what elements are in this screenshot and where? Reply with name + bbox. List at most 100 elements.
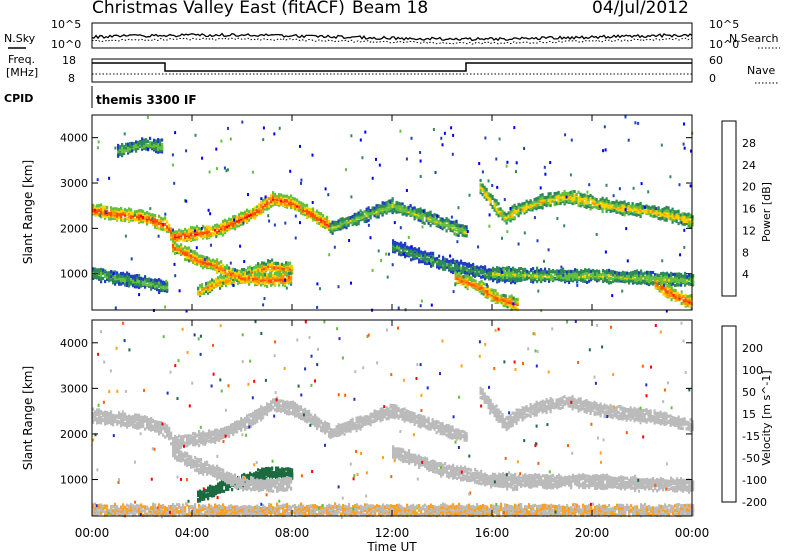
heatmap-cell: [601, 201, 604, 205]
heatmap-cell: [416, 254, 419, 258]
heatmap-cell: [262, 208, 265, 212]
heatmap-cell: [102, 276, 105, 281]
heatmap-cell: [277, 265, 280, 269]
heatmap-cell: [504, 276, 507, 280]
heatmap-cell: [542, 278, 545, 282]
heatmap-cell: [647, 211, 650, 215]
heatmap-cell: [194, 237, 197, 241]
heatmap-cell: [572, 276, 575, 280]
heatmap-cell: [510, 276, 513, 280]
heatmap-cell: [392, 246, 395, 250]
heatmap-cell: [546, 270, 549, 274]
heatmap-cell: [491, 204, 494, 209]
heatmap-cell: [137, 142, 140, 147]
scatter-cell: [519, 271, 522, 275]
heatmap-cell: [484, 289, 487, 293]
heatmap-cell: [398, 242, 401, 246]
heatmap-cell: [199, 291, 202, 295]
heatmap-cell: [677, 222, 680, 226]
heatmap-cell: [458, 266, 461, 270]
heatmap-cell: [430, 251, 433, 255]
heatmap-cell: [259, 263, 262, 267]
heatmap-cell: [455, 233, 458, 237]
heatmap-cell: [462, 266, 465, 270]
heatmap-cell: [271, 266, 274, 270]
heatmap-cell: [160, 220, 163, 224]
heatmap-cell: [407, 209, 410, 214]
heatmap-cell: [135, 143, 138, 147]
heatmap-cell: [677, 211, 680, 216]
heatmap-cell: [104, 216, 107, 220]
heatmap-cell: [269, 268, 272, 273]
heatmap-cell: [314, 211, 317, 215]
heatmap-cell: [577, 202, 580, 207]
heatmap-cell: [559, 193, 562, 197]
heatmap-cell: [581, 197, 584, 201]
heatmap-cell: [514, 300, 517, 304]
heatmap-cell: [145, 143, 148, 147]
heatmap-cell: [211, 286, 214, 290]
heatmap-cell: [220, 223, 223, 227]
heatmap-cell: [188, 248, 191, 252]
heatmap-cell: [186, 231, 189, 235]
heatmap-cell: [152, 278, 155, 283]
heatmap-cell: [219, 286, 222, 290]
heatmap-cell: [118, 212, 121, 216]
heatmap-cell: [186, 251, 189, 255]
heatmap-cell: [604, 276, 607, 280]
heatmap-cell: [476, 287, 479, 291]
heatmap-cell: [478, 266, 481, 270]
heatmap-cell: [385, 209, 388, 213]
heatmap-cell: [593, 199, 596, 203]
heatmap-cell: [611, 204, 614, 208]
heatmap-cell: [480, 270, 483, 275]
heatmap-cell: [484, 283, 487, 287]
heatmap-cell: [204, 260, 207, 264]
heatmap-cell: [495, 202, 498, 206]
heatmap-cell: [190, 231, 193, 235]
heatmap-cell: [588, 275, 591, 279]
power-band-4: [329, 197, 468, 238]
heatmap-cell: [626, 273, 629, 278]
heatmap-cell: [684, 277, 687, 281]
heatmap-cell: [579, 196, 582, 200]
heatmap-cell: [418, 247, 421, 251]
heatmap-cell: [652, 270, 655, 275]
heatmap-cell: [581, 193, 584, 197]
heatmap-cell: [261, 261, 264, 265]
heatmap-cell: [576, 268, 579, 272]
heatmap-cell: [528, 275, 531, 280]
heatmap-cell: [676, 295, 679, 300]
heatmap-cell: [567, 194, 570, 198]
heatmap-cell: [276, 278, 279, 282]
heatmap-cell: [441, 217, 444, 221]
heatmap-cell: [226, 228, 229, 232]
heatmap-cell: [133, 146, 136, 150]
heatmap-cell: [575, 198, 578, 202]
heatmap-cell: [144, 285, 147, 289]
heatmap-cell: [120, 274, 123, 278]
heatmap-cell: [526, 275, 529, 279]
heatmap-cell: [289, 261, 292, 265]
heatmap-cell: [652, 275, 655, 279]
heatmap-cell: [393, 209, 396, 213]
heatmap-cell: [206, 227, 209, 231]
heatmap-cell: [684, 301, 687, 305]
heatmap-cell: [506, 278, 509, 282]
heatmap-cell: [624, 277, 627, 281]
date-label: 04/Jul/2012: [592, 0, 689, 18]
heatmap-cell: [430, 264, 433, 268]
heatmap-cell: [674, 288, 677, 293]
heatmap-cell: [118, 215, 121, 219]
heatmap-cell: [605, 207, 608, 211]
heatmap-cell: [250, 216, 253, 220]
heatmap-cell: [431, 221, 434, 225]
heatmap-cell: [154, 278, 157, 282]
heatmap-cell: [254, 278, 257, 282]
heatmap-cell: [675, 213, 678, 217]
heatmap-cell: [230, 272, 233, 276]
heatmap-cell: [190, 249, 193, 253]
heatmap-cell: [681, 214, 684, 219]
scatter-cell: [556, 217, 559, 220]
heatmap-cell: [232, 226, 235, 230]
